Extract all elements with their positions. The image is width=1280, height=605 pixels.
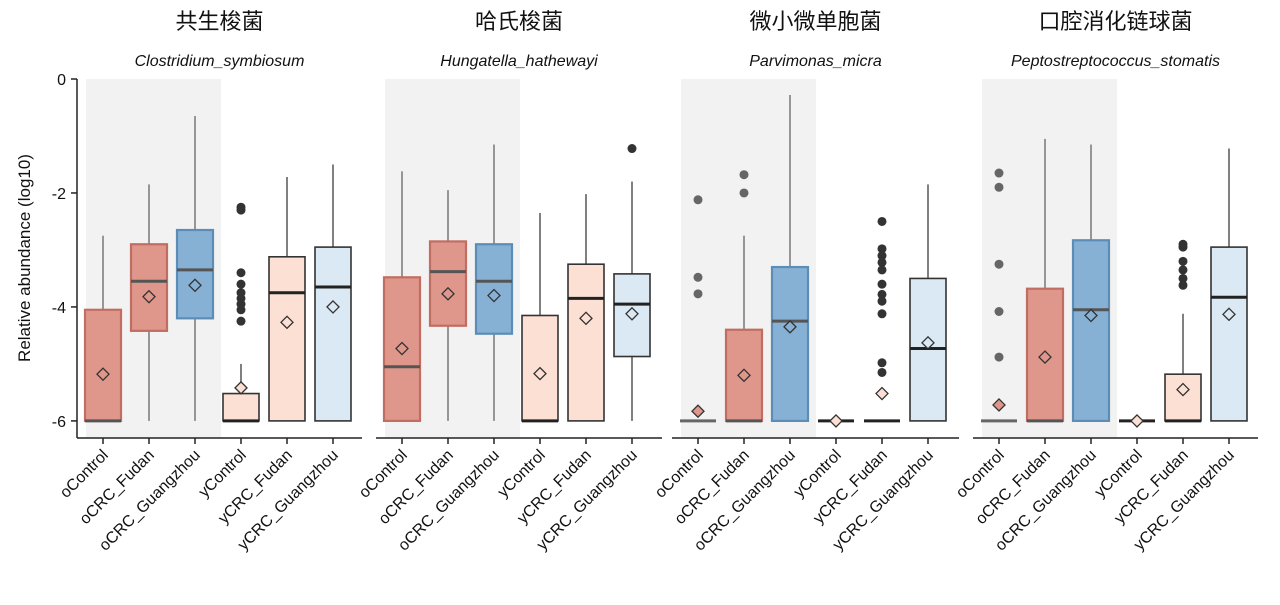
panel-1-oCRC_Fudan-box bbox=[428, 240, 468, 327]
panel-2-title-species: Parvimonas_micra bbox=[749, 53, 882, 70]
panel-2-yCRC_Fudan-outlier-3 bbox=[877, 257, 887, 267]
panel-0-title-cn: 共生梭菌 bbox=[175, 10, 263, 35]
panel-2-yCRC_Fudan-outlier-10 bbox=[877, 367, 887, 377]
y-tick-label-2: -4 bbox=[52, 300, 66, 317]
panel-3-oControl-outlier-1 bbox=[994, 182, 1004, 192]
panel-2-oCRC_Fudan-mean bbox=[737, 368, 751, 383]
panel-1-oControl-mean bbox=[395, 341, 409, 356]
panel-2-oCRC_Fudan-outlier-0 bbox=[739, 170, 749, 180]
panel-2-oControl-outlier-1 bbox=[693, 272, 703, 282]
panel-1-title-species: Hungatella_hathewayi bbox=[440, 53, 598, 70]
panel-0-yControl-mean bbox=[234, 380, 248, 395]
panel-0-yCRC_Fudan-mean bbox=[280, 315, 294, 330]
panel-1-yControl-mean bbox=[533, 366, 547, 381]
panel-2-yCRC_Fudan-outlier-0 bbox=[877, 216, 887, 226]
panel-0-oControl-mean bbox=[96, 367, 110, 382]
panel-3-yCRC_Fudan-box bbox=[1164, 373, 1202, 422]
panel-0-yControl-outlier-2 bbox=[236, 268, 246, 278]
panel-3-yCRC_Guangzhou-box bbox=[1210, 246, 1248, 422]
panel-3-oControl-outlier-4 bbox=[994, 352, 1004, 362]
panel-0-yControl-outlier-3 bbox=[236, 279, 246, 289]
panel-3-yCRC_Fudan-mean bbox=[1176, 382, 1190, 397]
panel-2-oControl-outlier-2 bbox=[693, 289, 703, 299]
panel-0-yCRC_Guangzhou-box bbox=[314, 246, 352, 422]
panel-3-yCRC_Fudan-outlier-4 bbox=[1178, 273, 1188, 283]
panel-2-yCRC_Fudan-outlier-4 bbox=[877, 265, 887, 275]
panel-3-oControl-mean bbox=[992, 398, 1006, 412]
panel-1-yCRC_Guangzhou-mean bbox=[625, 306, 639, 321]
panel-2-yCRC_Fudan-mean bbox=[875, 386, 889, 401]
panel-3-oCRC_Guangzhou-box bbox=[1071, 239, 1111, 423]
panel-2-yCRC_Fudan-outlier-9 bbox=[877, 358, 887, 368]
panel-0-oCRC_Guangzhou-box bbox=[175, 228, 215, 320]
panel-1-yCRC_Fudan-mean bbox=[579, 311, 593, 326]
panel-1-yCRC_Fudan-box bbox=[567, 263, 605, 422]
panel-0-yControl-outlier-1 bbox=[236, 205, 246, 215]
panel-2-yCRC_Fudan-outlier-1 bbox=[877, 244, 887, 254]
y-tick-label-3: -6 bbox=[52, 414, 66, 431]
panel-0-yControl-outlier-7 bbox=[236, 305, 246, 315]
panel-0-oControl-box bbox=[83, 308, 123, 423]
panel-2-yCRC_Fudan-outlier-2 bbox=[877, 251, 887, 261]
panel-3-yCRC_Fudan-outlier-3 bbox=[1178, 265, 1188, 275]
panel-3-yCRC_Fudan-outlier-1 bbox=[1178, 242, 1188, 252]
panel-3-yControl-mean bbox=[1130, 413, 1144, 428]
panel-2-yControl-mean bbox=[829, 413, 843, 428]
panel-3-yCRC_Fudan-outlier-5 bbox=[1178, 280, 1188, 290]
panel-2-oControl-mean bbox=[691, 404, 705, 419]
panel-1-oCRC_Guangzhou-mean bbox=[487, 288, 501, 303]
panel-2-yCRC_Guangzhou-mean bbox=[921, 335, 935, 350]
panel-2-yCRC_Fudan-outlier-8 bbox=[877, 309, 887, 319]
panel-2-oCRC_Guangzhou-box bbox=[770, 265, 810, 423]
panel-0-oCRC_Fudan-box bbox=[129, 243, 169, 332]
panel-3-title-species: Peptostreptococcus_stomatis bbox=[1011, 53, 1220, 70]
y-axis-label: Relative abundance (log10) bbox=[15, 154, 34, 362]
panel-0-oCRC_Fudan-mean bbox=[142, 289, 156, 304]
y-tick-label-0: 0 bbox=[57, 72, 66, 89]
panel-0-yCRC_Fudan-box bbox=[268, 255, 306, 422]
panel-2-yCRC_Fudan-outlier-7 bbox=[877, 296, 887, 306]
panel-3-yCRC_Guangzhou-mean bbox=[1222, 307, 1236, 322]
panel-3-yCRC_Fudan-outlier-2 bbox=[1178, 256, 1188, 266]
panel-2-yCRC_Fudan-outlier-6 bbox=[877, 289, 887, 299]
panel-3-oControl-outlier-2 bbox=[994, 259, 1004, 269]
panel-0-oCRC_Guangzhou-mean bbox=[188, 278, 202, 293]
panel-1-title-cn: 哈氏梭菌 bbox=[475, 10, 563, 35]
panel-3-oCRC_Fudan-mean bbox=[1038, 350, 1052, 365]
marks-layer bbox=[83, 94, 1248, 428]
panel-2-oControl-outlier-0 bbox=[693, 195, 703, 205]
y-tick-label-1: -2 bbox=[52, 186, 66, 203]
panel-2-yCRC_Fudan-outlier-5 bbox=[877, 279, 887, 289]
panel-3-oCRC_Guangzhou-mean bbox=[1084, 308, 1098, 323]
panel-0-yControl-outlier-8 bbox=[236, 316, 246, 326]
panel-2-title-cn: 微小微单胞菌 bbox=[749, 10, 881, 35]
panel-2-oCRC_Guangzhou-mean bbox=[783, 319, 797, 334]
panel-0-yControl-box bbox=[222, 392, 260, 422]
axes-layer bbox=[71, 78, 1258, 444]
panel-3-oControl-outlier-0 bbox=[994, 168, 1004, 178]
panel-1-oCRC_Fudan-mean bbox=[441, 286, 455, 301]
panel-3-oControl-outlier-3 bbox=[994, 306, 1004, 316]
panel-0-title-species: Clostridium_symbiosum bbox=[135, 53, 305, 70]
panel-0-yCRC_Guangzhou-mean bbox=[326, 300, 340, 314]
panel-3-title-cn: 口腔消化链球菌 bbox=[1038, 10, 1192, 35]
panel-2-oCRC_Fudan-outlier-1 bbox=[739, 188, 749, 198]
panel-1-yControl-box bbox=[521, 314, 559, 422]
panel-1-yCRC_Guangzhou-outlier-0 bbox=[627, 144, 637, 154]
